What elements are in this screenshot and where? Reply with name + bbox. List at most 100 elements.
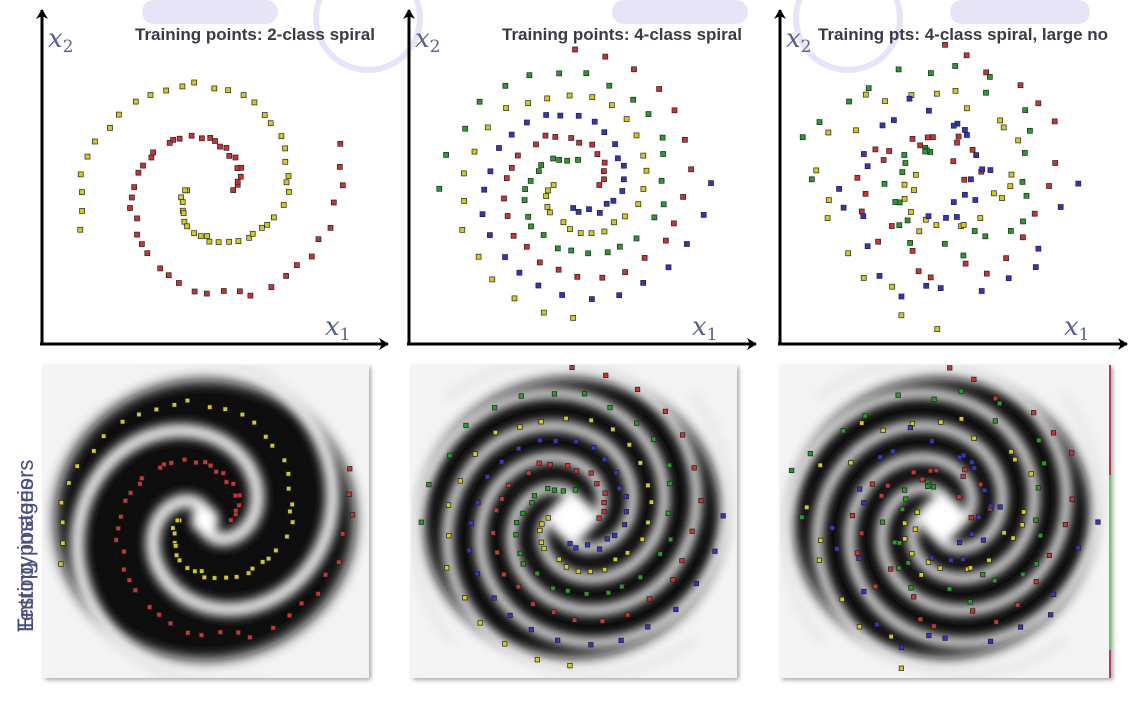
panel-title: Training pts: 4-class spiral, large no xyxy=(818,25,1108,44)
training-point xyxy=(553,438,559,444)
training-point xyxy=(127,490,134,496)
training-point xyxy=(286,189,292,195)
training-point xyxy=(207,462,214,469)
training-point xyxy=(856,555,862,561)
training-point xyxy=(607,405,613,411)
training-point xyxy=(585,250,591,257)
training-point xyxy=(192,568,198,574)
training-point xyxy=(515,584,522,590)
training-point xyxy=(171,402,177,408)
training-point xyxy=(484,474,491,480)
training-point xyxy=(516,269,523,276)
training-point xyxy=(888,223,895,229)
training-point xyxy=(808,176,815,183)
training-point xyxy=(503,175,510,181)
training-point xyxy=(443,152,449,158)
training-point xyxy=(853,127,859,134)
training-point xyxy=(874,621,880,628)
training-point xyxy=(285,173,292,179)
training-point xyxy=(536,259,543,266)
training-point xyxy=(603,372,609,378)
x-axis-label: x1 xyxy=(1064,312,1090,345)
training-point xyxy=(484,124,491,131)
training-point xyxy=(236,502,242,508)
training-point xyxy=(502,82,509,89)
training-point xyxy=(621,162,627,169)
training-point xyxy=(689,528,695,534)
training-point xyxy=(1095,519,1101,525)
training-point xyxy=(220,288,227,294)
training-point xyxy=(813,167,820,174)
y-axis-label: x2 xyxy=(415,24,441,57)
training-point xyxy=(926,632,932,639)
training-points xyxy=(799,41,1082,332)
training-point xyxy=(621,176,627,183)
training-point xyxy=(906,95,913,102)
training-point xyxy=(157,465,163,471)
training-point xyxy=(150,149,156,156)
training-point xyxy=(591,445,597,451)
training-point xyxy=(315,236,322,243)
training-point xyxy=(881,180,888,187)
training-point xyxy=(956,539,963,546)
training-point xyxy=(954,139,960,146)
training-point xyxy=(624,550,631,556)
training-point xyxy=(567,226,573,232)
training-point xyxy=(140,162,146,169)
training-point xyxy=(626,442,632,448)
training-point xyxy=(523,243,530,250)
training-point xyxy=(824,215,831,221)
training-point xyxy=(282,145,288,152)
training-point xyxy=(543,112,549,118)
training-point xyxy=(115,525,121,531)
training-point xyxy=(605,590,611,596)
training-point xyxy=(492,405,498,411)
training-point xyxy=(939,682,944,687)
training-point xyxy=(898,312,905,319)
side-labels: Testing posteriors Entropy images xyxy=(13,460,38,632)
training-point xyxy=(816,119,823,125)
training-point xyxy=(539,521,545,527)
training-point xyxy=(602,567,608,573)
training-point xyxy=(340,531,346,537)
training-point xyxy=(513,532,519,538)
training-point xyxy=(864,163,871,170)
training-point xyxy=(611,219,617,226)
training-point xyxy=(587,568,593,575)
training-point xyxy=(584,542,591,548)
training-point xyxy=(616,243,623,250)
training-point xyxy=(567,663,573,669)
training-point xyxy=(613,469,620,476)
training-point xyxy=(137,481,143,487)
training-point xyxy=(588,230,595,237)
training-point xyxy=(575,209,582,215)
training-point xyxy=(997,117,1004,124)
training-point xyxy=(284,533,290,540)
training-point xyxy=(501,571,507,578)
training-point xyxy=(211,575,218,581)
slide-decoration xyxy=(142,0,1090,73)
training-point xyxy=(556,157,563,163)
training-point xyxy=(862,190,869,197)
training-point xyxy=(986,74,993,80)
training-point xyxy=(915,268,922,275)
training-point xyxy=(622,269,628,275)
training-point xyxy=(463,422,469,429)
training-point xyxy=(207,404,213,410)
training-point xyxy=(1017,624,1024,630)
training-point xyxy=(135,169,142,176)
training-point xyxy=(902,487,908,493)
training-point xyxy=(223,575,229,581)
training-point xyxy=(639,536,645,542)
training-point xyxy=(637,460,643,466)
training-point xyxy=(589,296,595,302)
training-point xyxy=(680,194,686,200)
training-point xyxy=(899,169,906,175)
training-point xyxy=(572,46,578,53)
training-panel-4class: Training points: 4-class spiral x2 x1 xyxy=(403,9,757,350)
training-point xyxy=(857,486,863,492)
training-point xyxy=(640,152,647,159)
training-point xyxy=(1035,485,1042,491)
entropy-image-2class xyxy=(43,365,369,678)
training-point xyxy=(547,209,553,216)
